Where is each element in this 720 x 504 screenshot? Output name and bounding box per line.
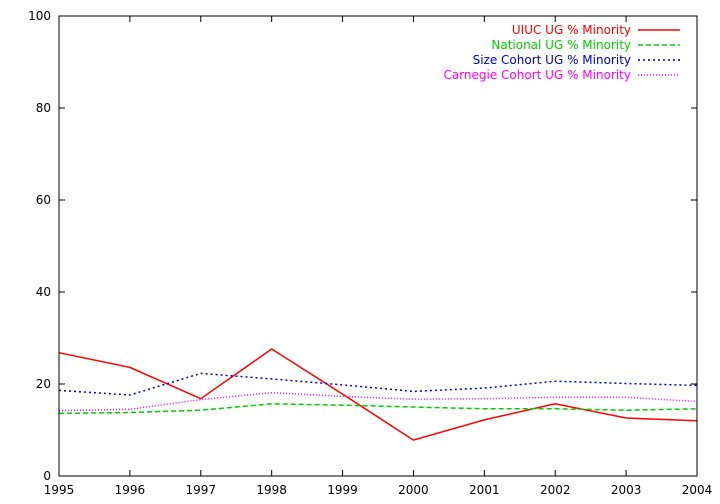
x-tick-label: 2000: [398, 483, 429, 497]
x-tick-label: 2002: [540, 483, 571, 497]
series-lines: [58, 348, 698, 441]
y-tick-label: 20: [36, 377, 51, 391]
x-tick-label: 1997: [186, 483, 217, 497]
series-line-2: [58, 403, 698, 415]
y-tick-label: 80: [36, 101, 51, 115]
x-tick-label: 2004: [682, 483, 713, 497]
y-tick-label: 0: [43, 469, 51, 483]
y-axis-ticks: 0 20 40 60 80 100: [28, 9, 697, 483]
x-axis-ticks: 1995 1996 1997 1998 1999 2000 2001 2002 2003 2004: [44, 16, 713, 497]
series-line-3: [58, 372, 698, 396]
x-tick-label: 1996: [115, 483, 146, 497]
y-tick-label: 40: [36, 285, 51, 299]
legend-label: Size Cohort UG % Minority: [473, 53, 631, 67]
legend-label: Carnegie Cohort UG % Minority: [443, 68, 631, 82]
x-tick-label: 1995: [44, 483, 75, 497]
series-line-4: [58, 391, 698, 412]
y-tick-label: 60: [36, 193, 51, 207]
series-line-1: [58, 348, 698, 441]
x-tick-label: 2003: [611, 483, 642, 497]
x-tick-label: 2001: [469, 483, 500, 497]
legend-label: National UG % Minority: [491, 38, 631, 52]
legend-label: UIUC UG % Minority: [512, 23, 631, 37]
x-tick-label: 1998: [256, 483, 287, 497]
x-tick-label: 1999: [327, 483, 358, 497]
plot-frame: [58, 15, 698, 477]
y-tick-label: 100: [28, 9, 51, 23]
